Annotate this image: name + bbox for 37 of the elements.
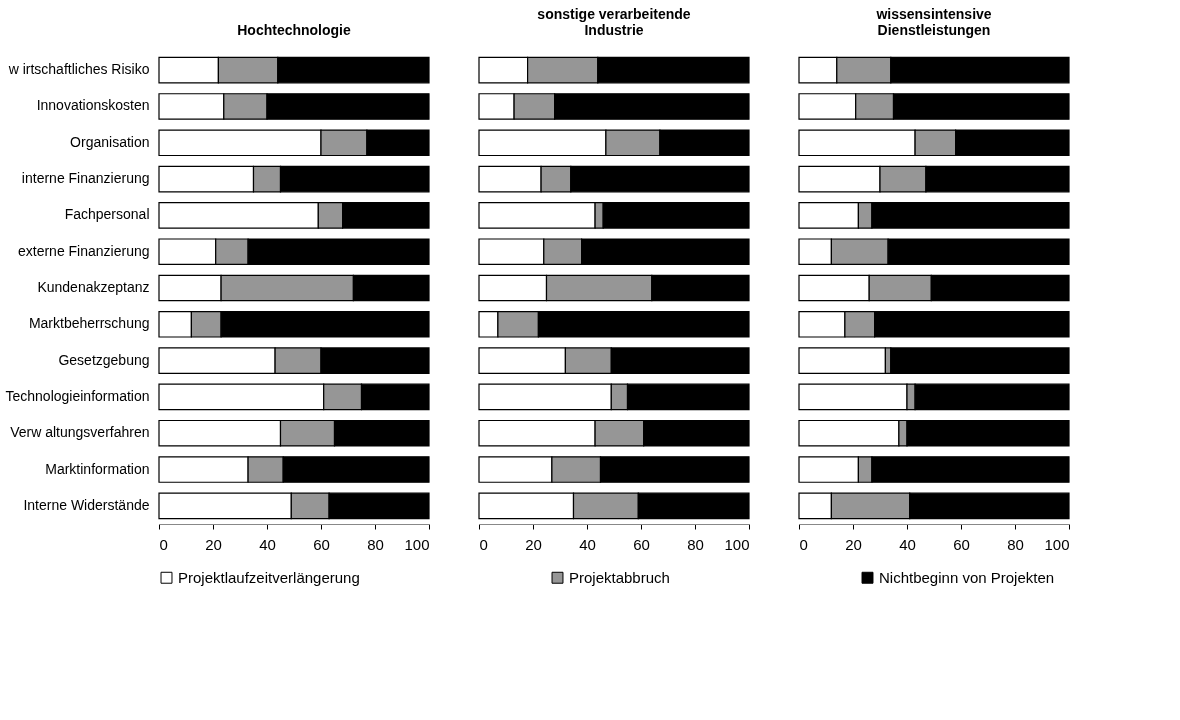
y-tick-label: externe Finanzierung: [17, 242, 150, 259]
y-tick-label: Kundenakzeptanz: [37, 279, 150, 295]
x-tick-label: 80: [687, 535, 704, 553]
y-tick-label: Interne Widerstände: [23, 496, 150, 513]
chart-title: wissensintensive Dienstleistungen: [875, 6, 992, 38]
x-tick-label: 20: [845, 535, 862, 553]
x-tick-label: 0: [479, 535, 488, 553]
chart-title: sonstige verarbeitende Industrie: [537, 6, 691, 38]
y-tick-label: interne Finanzierung: [21, 170, 150, 187]
x-tick-label: 60: [633, 535, 650, 553]
y-tick-label: Marktinformation: [45, 460, 150, 477]
x-tick-label: 80: [367, 535, 384, 553]
x-tick-label: 80: [1007, 535, 1024, 553]
x-tick-label: 0: [159, 535, 168, 553]
y-tick-label: Fachpersonal: [64, 206, 150, 223]
legend-label: Nichtbeginn von Projekten: [879, 568, 1055, 586]
x-tick-label: 40: [579, 535, 596, 553]
y-tick-label: Marktbeherrschung: [28, 315, 150, 332]
x-tick-label: 0: [799, 535, 808, 553]
x-tick-label: 100: [724, 535, 750, 553]
y-tick-label: Innovationskosten: [36, 97, 150, 114]
legend-label: Projektlaufzeitverlängerung: [178, 568, 360, 586]
x-tick-label: 100: [1044, 535, 1070, 553]
x-tick-label: 20: [205, 535, 222, 553]
legend-label: Projektabbruch: [569, 568, 670, 586]
y-tick-label: Verw altungsverfahren: [10, 424, 150, 441]
x-tick-label: 40: [259, 535, 276, 553]
x-tick-label: 20: [525, 535, 542, 553]
y-tick-label: Organisation: [70, 133, 150, 150]
x-tick-label: 100: [404, 535, 430, 553]
chart-title: Hochtechnologie: [237, 22, 351, 38]
y-tick-label: Gesetzgebung: [58, 351, 150, 368]
x-tick-label: 60: [313, 535, 330, 553]
x-tick-label: 40: [899, 535, 916, 553]
x-tick-label: 60: [953, 535, 970, 553]
y-tick-label: Technologieinformation: [5, 387, 150, 404]
y-tick-label: w irtschaftliches Risiko: [7, 61, 150, 78]
